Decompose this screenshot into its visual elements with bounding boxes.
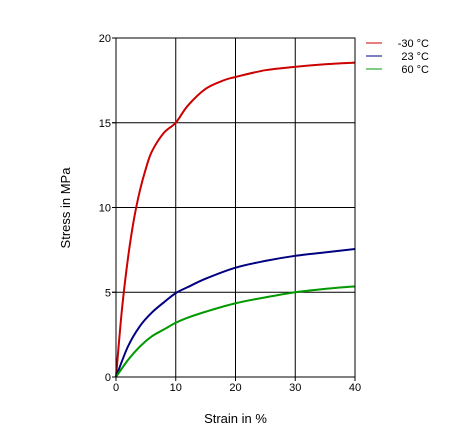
y-tick-label: 20 <box>99 33 111 45</box>
legend: -30 °C23 °C60 °C <box>366 38 429 76</box>
x-tick-label: 20 <box>229 382 241 394</box>
x-tick-label: 10 <box>170 382 182 394</box>
legend-label-1: -30 °C <box>398 38 429 50</box>
x-axis-label: Strain in % <box>204 411 267 426</box>
grid <box>112 38 355 377</box>
axes <box>112 37 356 381</box>
y-tick-label: 0 <box>105 372 111 384</box>
series-lines <box>115 61 356 378</box>
legend-label-2: 23 °C <box>401 51 429 63</box>
x-tick-label: 30 <box>289 382 301 394</box>
series-line-2 <box>115 248 356 378</box>
y-axis-label: Stress in MPa <box>58 167 73 249</box>
x-tick-label: 0 <box>113 382 119 394</box>
series-line-3 <box>115 285 356 378</box>
series-line-1 <box>115 61 356 378</box>
legend-label-3: 60 °C <box>401 64 429 76</box>
x-tick-label: 40 <box>349 382 361 394</box>
y-tick-label: 15 <box>99 118 111 130</box>
y-tick-label: 10 <box>99 203 111 215</box>
y-tick-label: 5 <box>105 287 111 299</box>
tick-labels: 0 10 20 30 40 0 5 10 15 20 <box>99 33 361 394</box>
